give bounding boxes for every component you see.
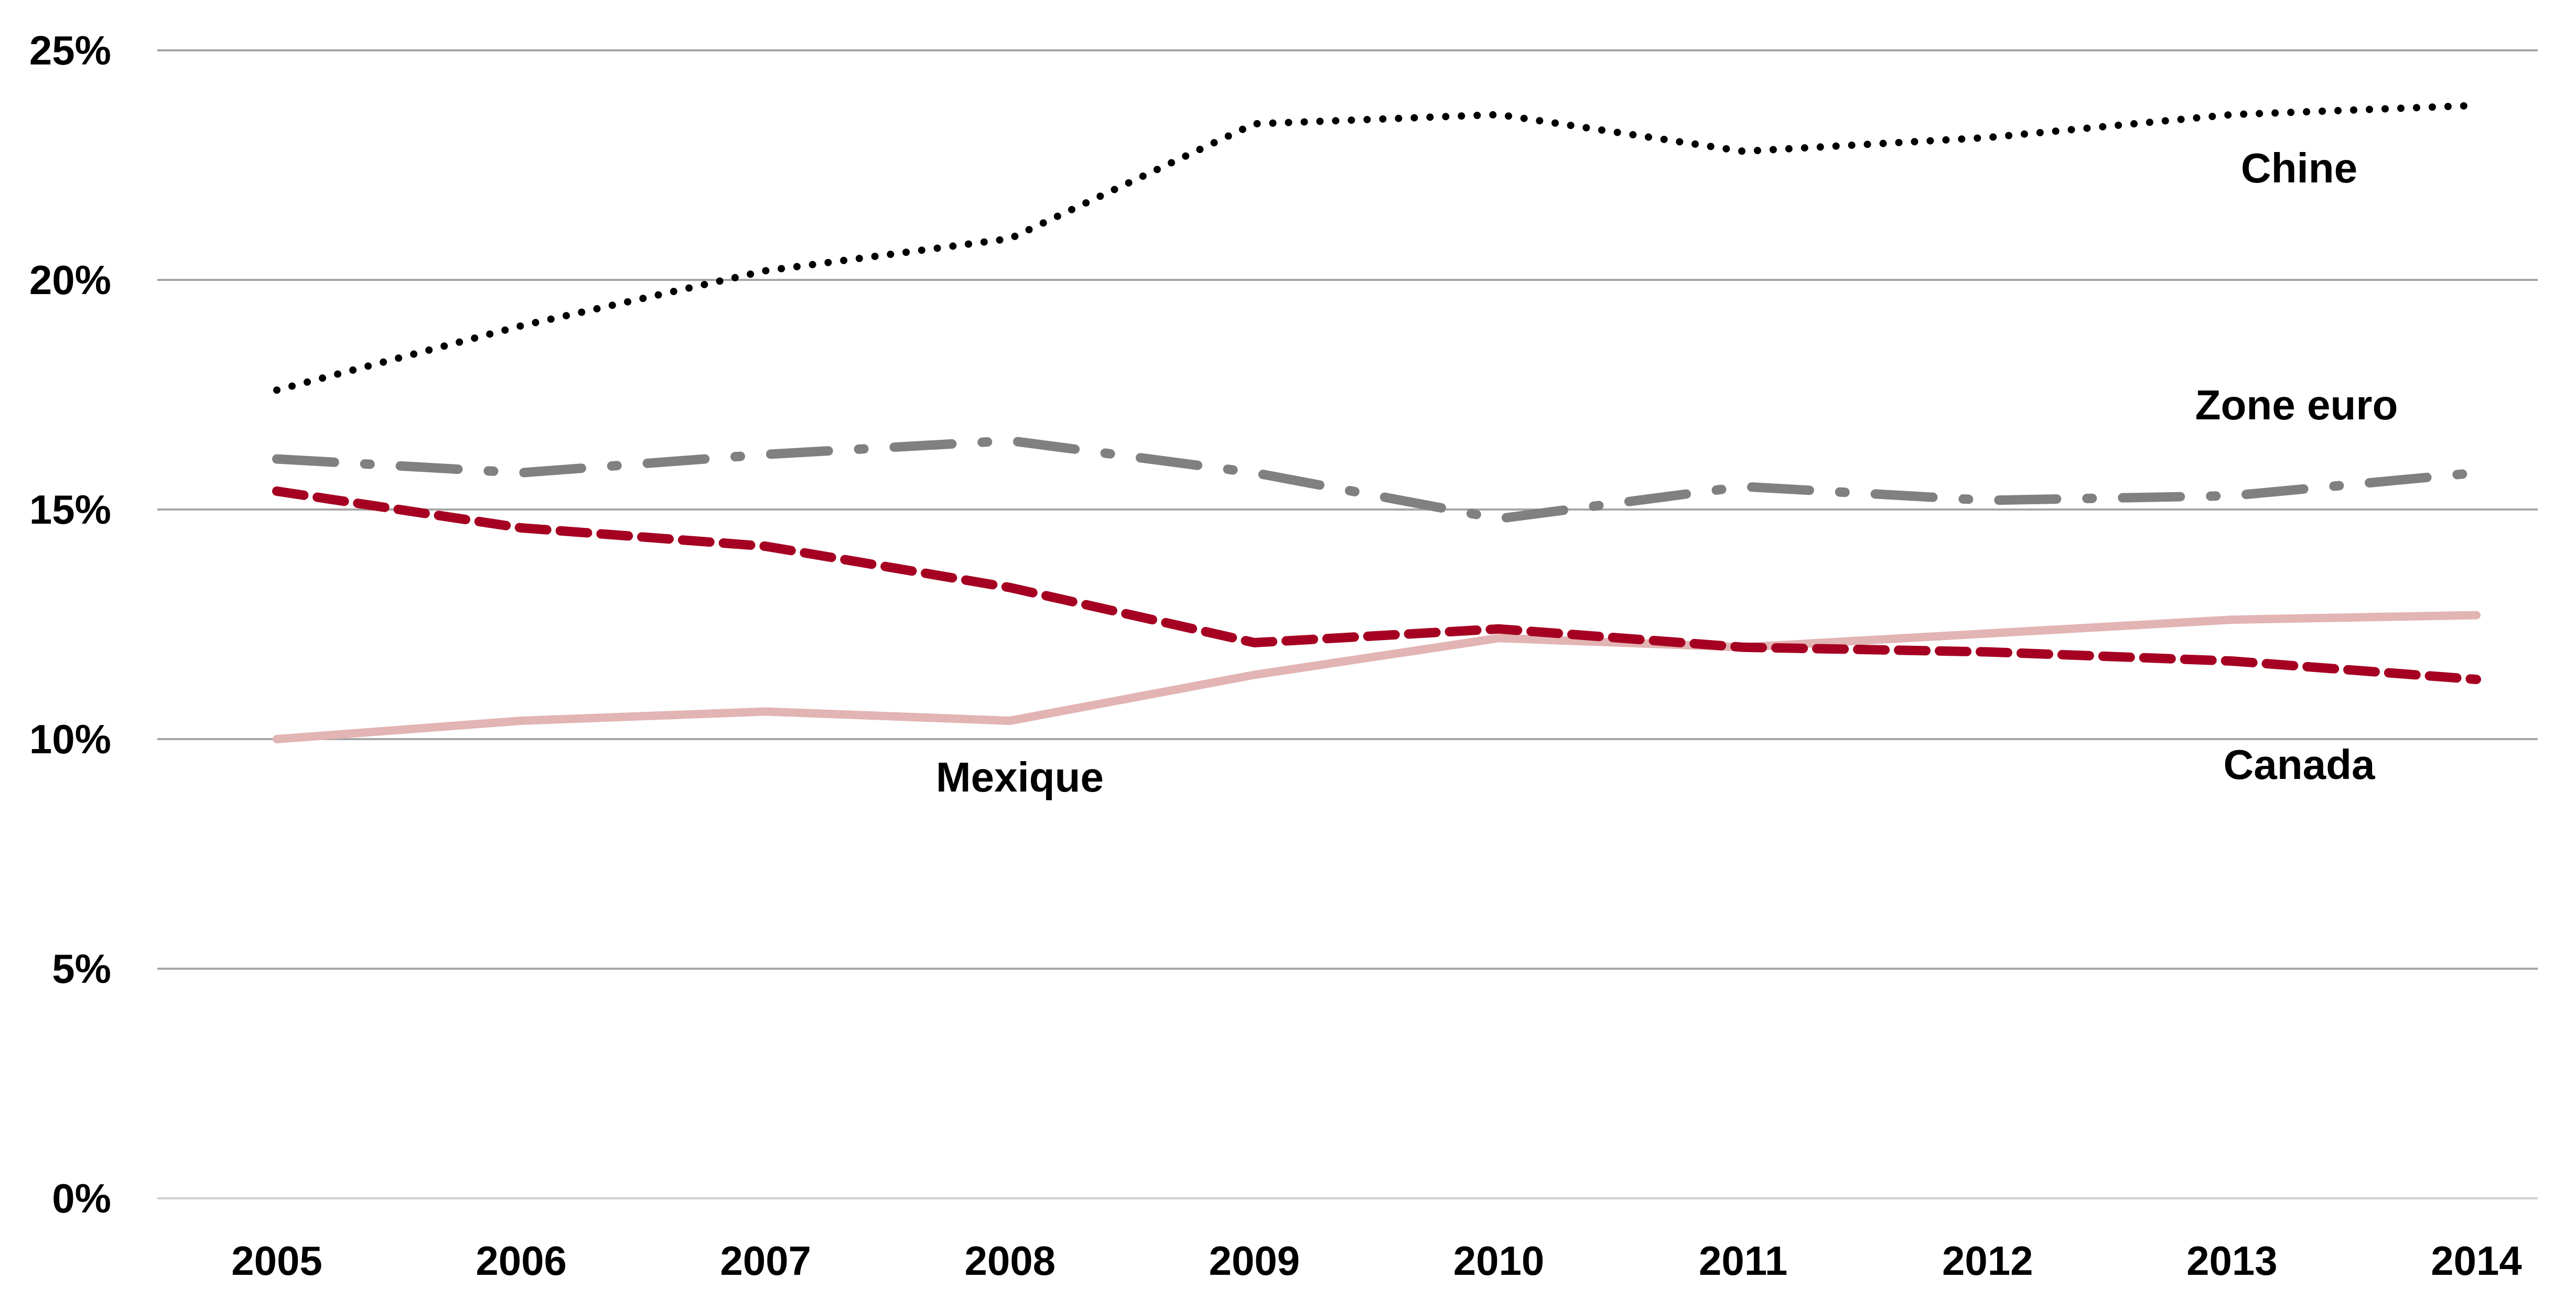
y-tick-label: 20% [29, 257, 111, 303]
x-tick-label: 2009 [1209, 1238, 1300, 1284]
y-tick-label: 15% [29, 486, 111, 533]
x-tick-label: 2008 [965, 1238, 1056, 1284]
y-tick-label: 5% [52, 946, 111, 992]
x-axis-tick-labels: 2005 2006 2007 2008 2009 2010 2011 2012 2013 2014 [231, 1238, 2522, 1284]
x-tick-label: 2006 [476, 1238, 567, 1284]
y-tick-label: 25% [29, 27, 111, 73]
series-lines [272, 102, 2481, 743]
series-line-mexique [273, 611, 2481, 743]
y-tick-label: 0% [52, 1175, 111, 1221]
gridlines [157, 49, 2538, 1199]
x-tick-label: 2012 [1942, 1238, 2033, 1284]
series-labels: Chine Zone euro Canada Mexique [936, 145, 2398, 800]
x-tick-label: 2013 [2186, 1238, 2278, 1284]
series-label-zone-euro: Zone euro [2195, 382, 2398, 428]
y-axis-tick-labels: 0% 5% 10% 15% 20% 25% [29, 27, 111, 1221]
series-line-canada [272, 486, 2481, 685]
series-label-canada: Canada [2224, 741, 2375, 788]
series-label-chine: Chine [2241, 145, 2357, 191]
series-line-zone-euro [272, 436, 2481, 524]
x-tick-label: 2011 [1699, 1238, 1787, 1284]
x-tick-label: 2005 [231, 1238, 322, 1284]
y-tick-label: 10% [29, 716, 111, 762]
series-line-chine [273, 102, 2480, 394]
x-tick-label: 2010 [1453, 1238, 1545, 1284]
x-tick-label: 2014 [2431, 1238, 2522, 1284]
x-tick-label: 2007 [720, 1238, 811, 1284]
series-label-mexique: Mexique [936, 754, 1104, 800]
